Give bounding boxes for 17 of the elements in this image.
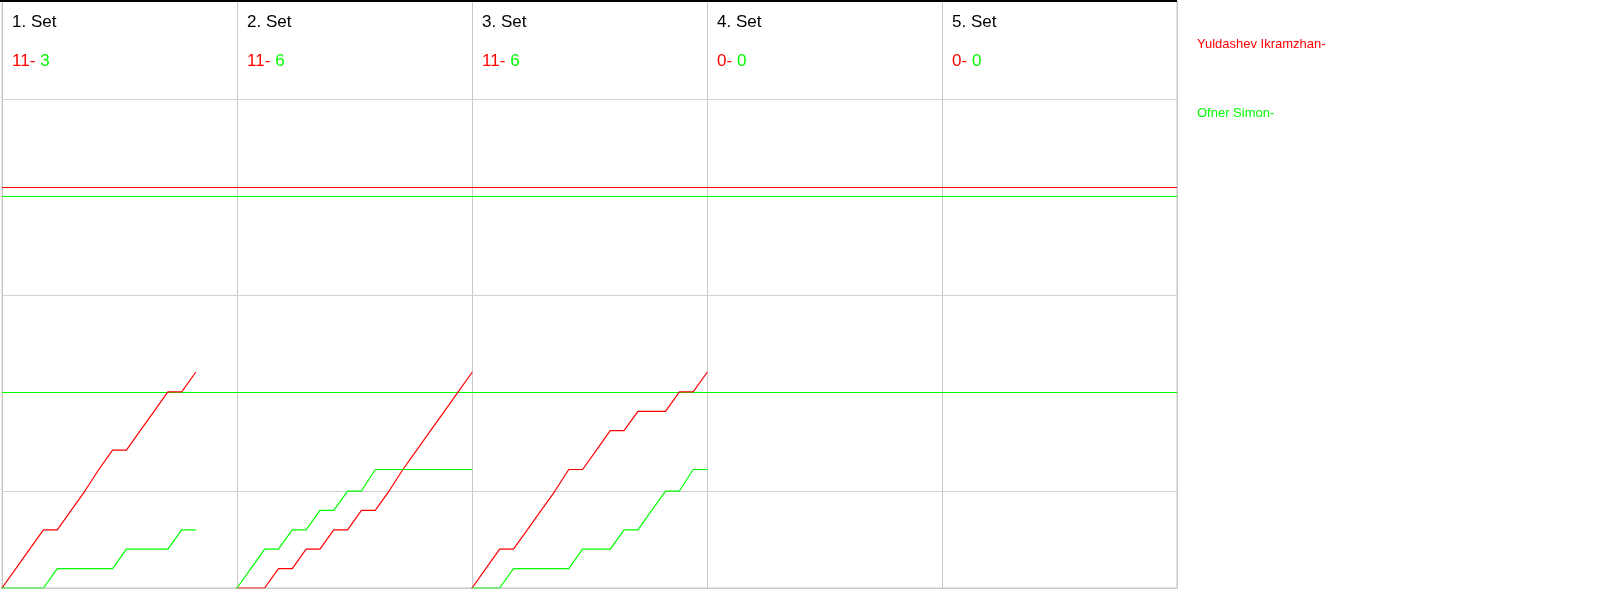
text: 0 [972,51,982,70]
text: Ofner Simon- [1197,105,1275,120]
text: 2. Set [247,12,292,31]
text: 11- [12,51,36,70]
text: 0- [952,51,968,70]
text: 6 [275,51,285,70]
text: 0 [737,51,747,70]
text: 3 [40,51,50,70]
text: 11- [247,51,271,70]
text: Yuldashev Ikramzhan- [1197,36,1326,51]
text: 11- [482,51,506,70]
text: 4. Set [717,12,762,31]
text: 3. Set [482,12,527,31]
text: 6 [510,51,520,70]
text: 1. Set [12,12,57,31]
text: 0- [717,51,733,70]
text: 5. Set [952,12,997,31]
